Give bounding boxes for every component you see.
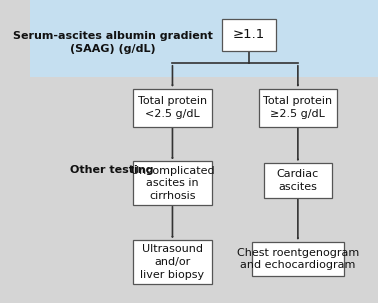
Text: Total protein
<2.5 g/dL: Total protein <2.5 g/dL — [138, 96, 207, 119]
FancyBboxPatch shape — [133, 240, 212, 284]
FancyBboxPatch shape — [252, 242, 344, 276]
Text: Cardiac
ascites: Cardiac ascites — [277, 169, 319, 192]
Text: ≥1.1: ≥1.1 — [233, 28, 265, 41]
Text: Serum-ascites albumin gradient
(SAAG) (g/dL): Serum-ascites albumin gradient (SAAG) (g… — [13, 31, 213, 54]
Text: Ultrasound
and/or
liver biopsy: Ultrasound and/or liver biopsy — [140, 244, 204, 280]
FancyBboxPatch shape — [222, 19, 276, 51]
Text: Total protein
≥2.5 g/dL: Total protein ≥2.5 g/dL — [263, 96, 332, 119]
FancyBboxPatch shape — [133, 88, 212, 127]
FancyBboxPatch shape — [264, 163, 332, 198]
Text: Chest roentgenogram
and echocardiogram: Chest roentgenogram and echocardiogram — [237, 248, 359, 271]
Text: Other testing: Other testing — [70, 165, 153, 175]
Text: Uncomplicated
ascites in
cirrhosis: Uncomplicated ascites in cirrhosis — [131, 165, 214, 201]
FancyBboxPatch shape — [259, 88, 337, 127]
FancyBboxPatch shape — [133, 161, 212, 205]
Bar — [29, 0, 378, 77]
